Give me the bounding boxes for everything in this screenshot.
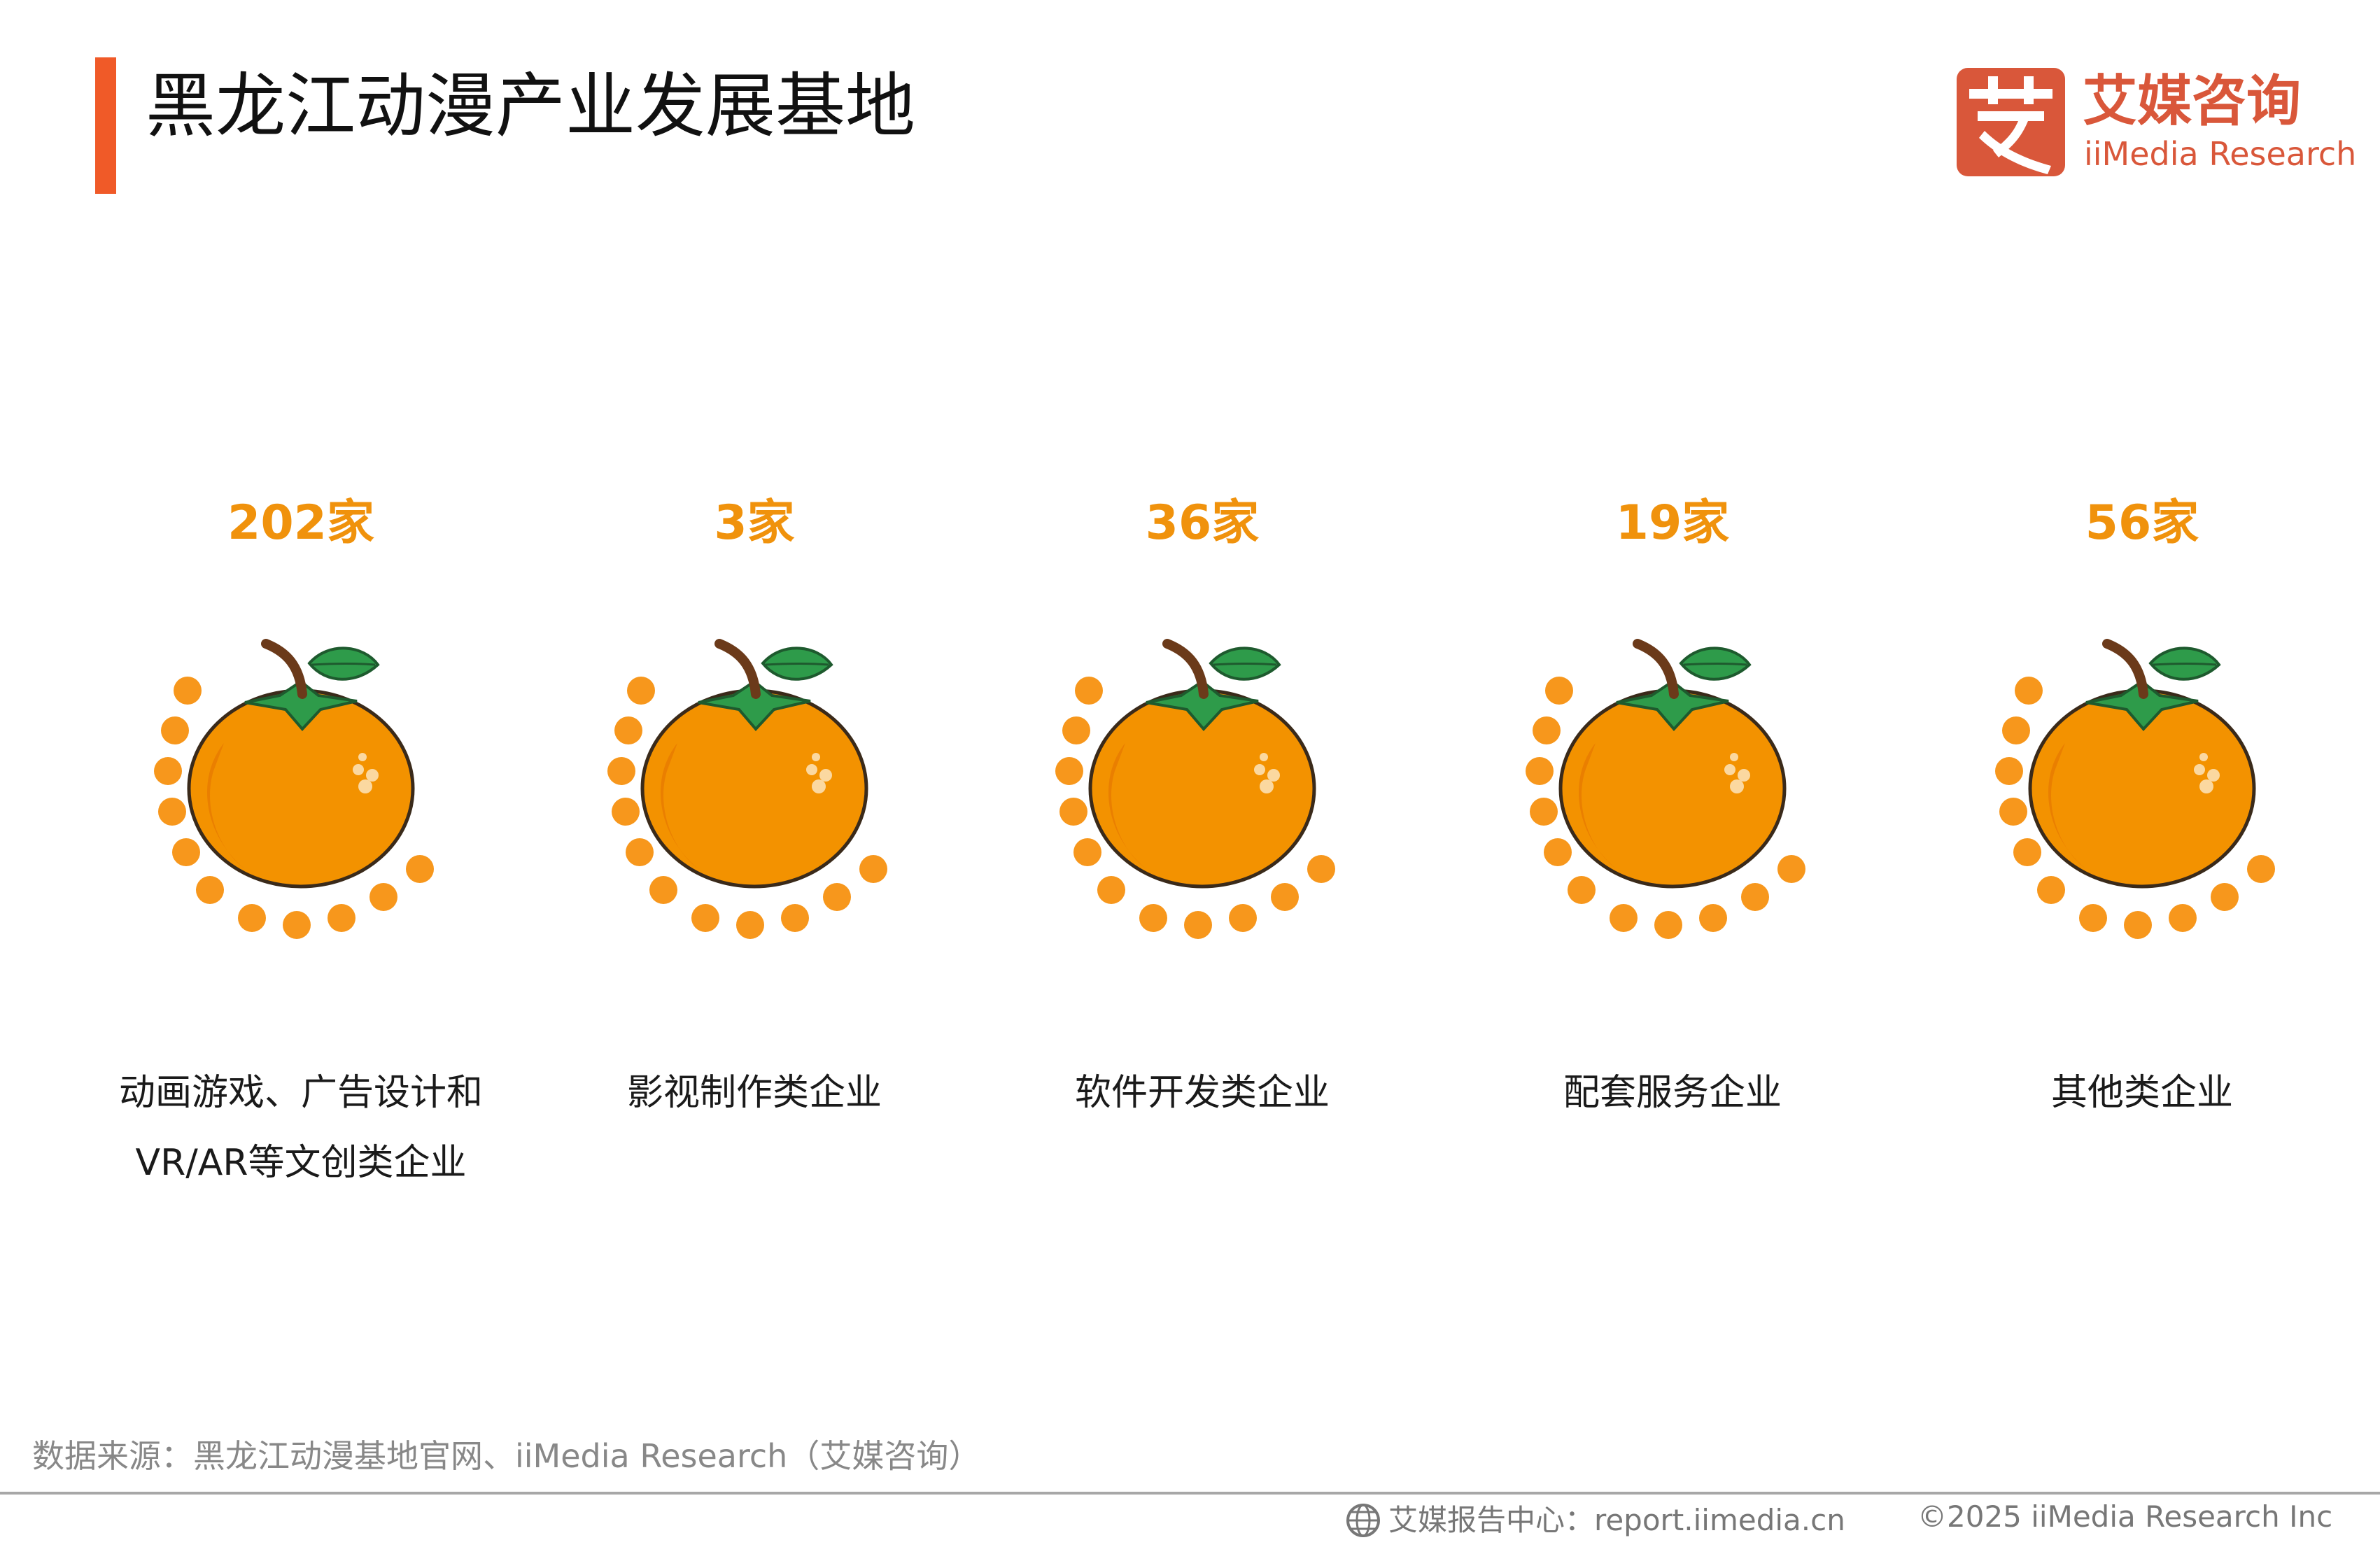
orange-fruit-icon	[600, 638, 894, 974]
value-label: 202家	[227, 495, 374, 551]
orange-fruit-icon	[1519, 638, 1812, 974]
value-label: 56家	[2085, 495, 2199, 551]
value-label: 3家	[714, 495, 795, 551]
category-label: 其他类企业	[1918, 1058, 2366, 1128]
category-label-line: 配套服务企业	[1563, 1072, 1782, 1114]
category-label-line: 其他类企业	[2050, 1072, 2233, 1114]
logo-name-cn: 艾媒咨询	[2083, 70, 2302, 133]
globe-icon	[1346, 1504, 1380, 1537]
footer-report-center: 艾媒报告中心：report.iimedia.cn	[1345, 1502, 1845, 1539]
value-label: 36家	[1145, 495, 1260, 551]
orange-fruit-icon	[147, 638, 441, 974]
category-label: 软件开发类企业	[978, 1058, 1426, 1128]
category-label-line: 影视制作类企业	[626, 1072, 882, 1114]
title-accent-bar	[95, 57, 116, 194]
orange-fruit-icon	[1048, 638, 1342, 974]
logo-mark-icon	[1957, 68, 2065, 176]
report-center-text: 艾媒报告中心：report.iimedia.cn	[1388, 1503, 1845, 1537]
category-label: 影视制作类企业	[530, 1058, 978, 1128]
orange-fruit-icon	[1988, 638, 2282, 974]
value-label: 19家	[1615, 495, 1730, 551]
logo-name-en: iiMedia Research	[2084, 135, 2357, 173]
category-label: 配套服务企业	[1449, 1058, 1896, 1128]
footer-divider	[0, 1492, 2380, 1495]
data-source: 数据来源：黑龙江动漫基地官网、iiMedia Research（艾媒咨询）	[32, 1437, 981, 1475]
category-label: 动画游戏、广告设计和 VR/AR等文创类企业	[77, 1058, 525, 1198]
category-label-line: 动画游戏、广告设计和	[118, 1072, 483, 1114]
copyright: ©2025 iiMedia Research Inc	[1917, 1499, 2333, 1534]
category-label-line: 软件开发类企业	[1074, 1072, 1330, 1114]
brand-logo: 艾媒咨询 iiMedia Research	[1957, 66, 2356, 178]
page-title: 黑龙江动漫产业发展基地	[146, 65, 915, 147]
category-label-line: VR/AR等文创类企业	[135, 1142, 467, 1184]
